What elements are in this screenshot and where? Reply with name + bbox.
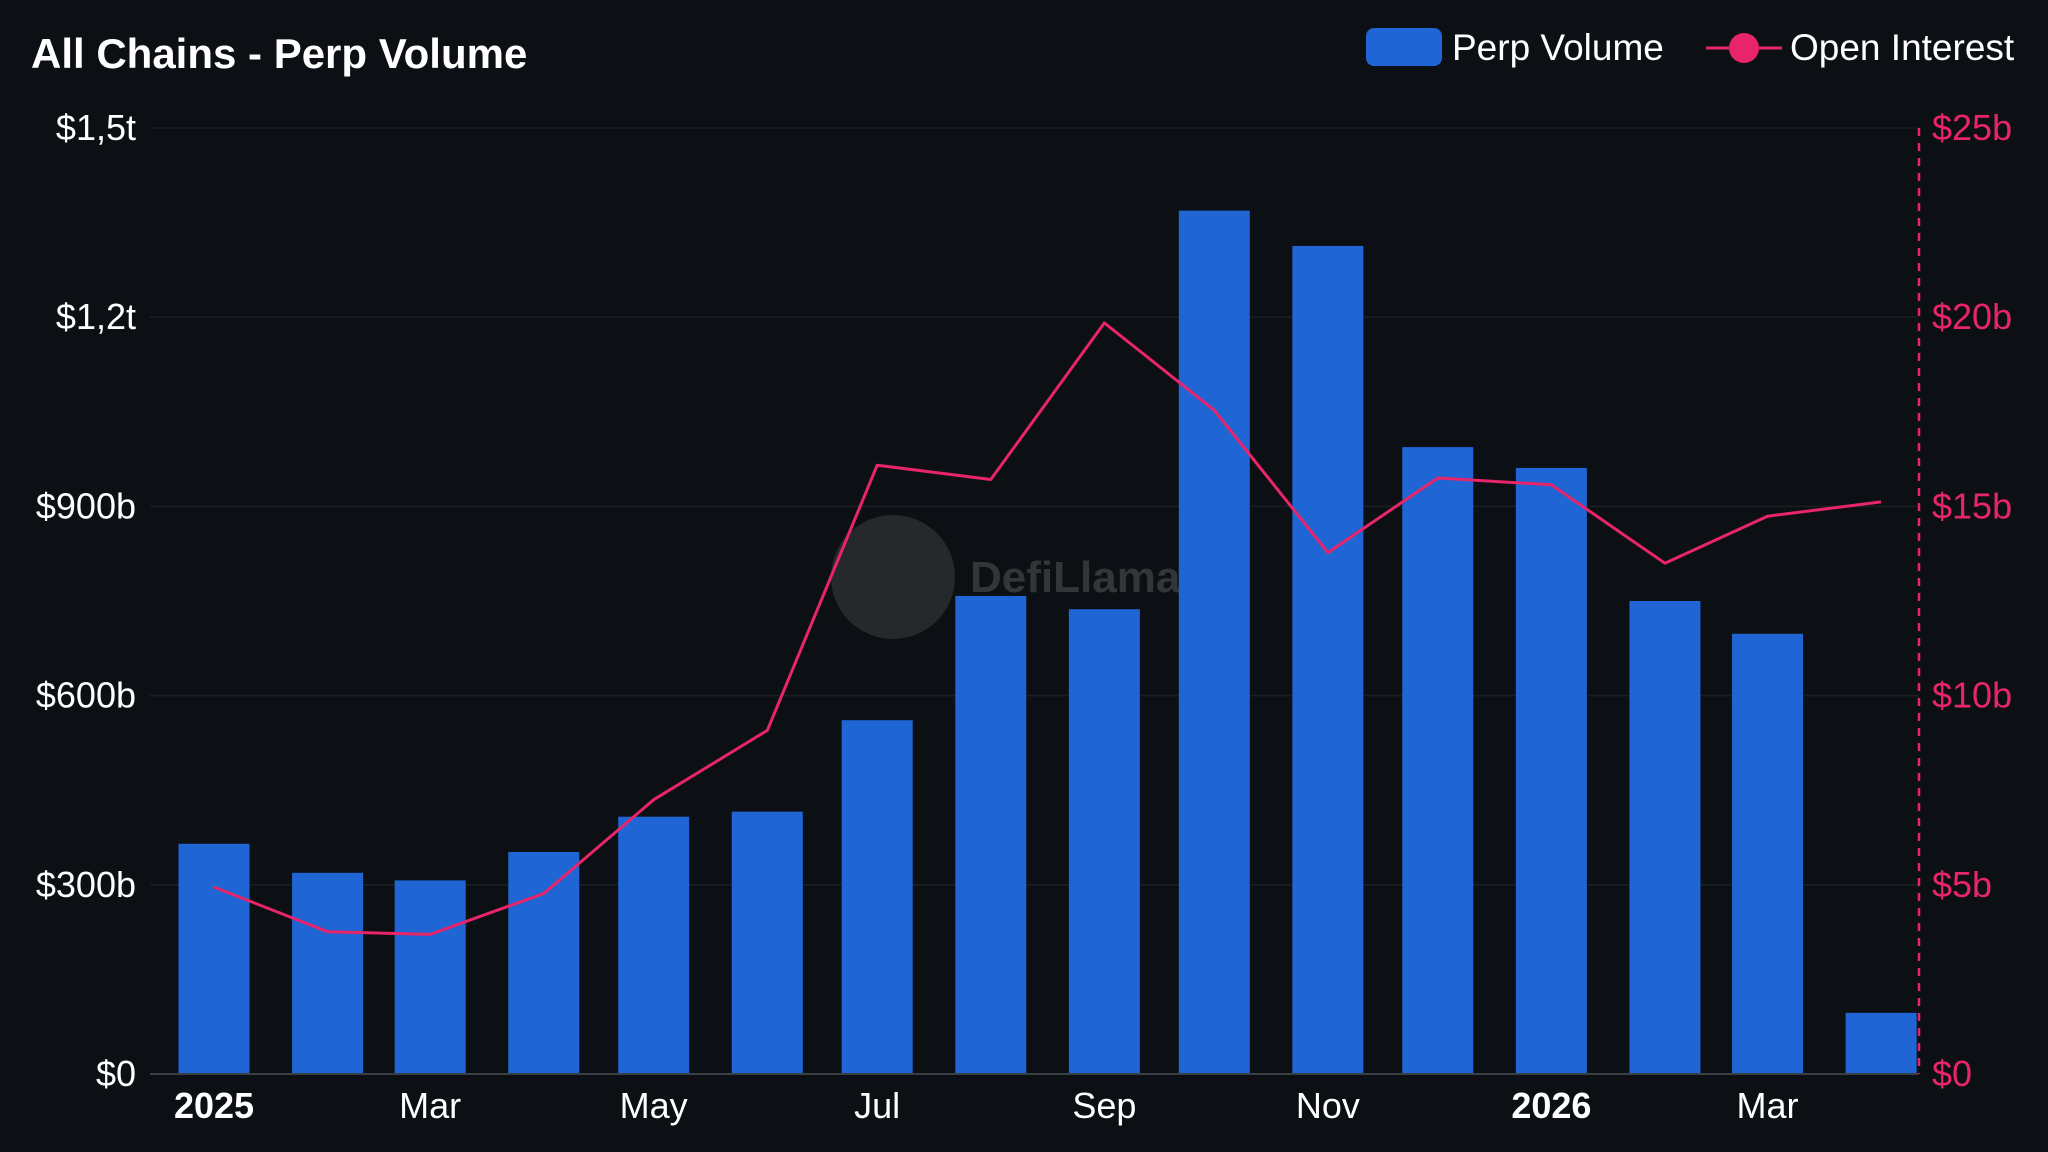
x-tick-label: Mar — [399, 1085, 461, 1126]
bar — [1178, 210, 1250, 1075]
legend-swatch-bar — [1366, 28, 1442, 66]
y-right-tick-label: $20b — [1932, 296, 2012, 337]
x-axis: 2025 Mar May Jul Sep Nov 2026 Mar — [150, 1073, 1918, 1126]
chart-title: All Chains - Perp Volume — [31, 30, 527, 77]
y-axis-left: $0 $300b $600b $900b $1,2t $1,5t — [36, 107, 136, 1094]
watermark-logo-icon — [831, 515, 955, 639]
bar — [1845, 1012, 1917, 1074]
bar — [1515, 467, 1587, 1074]
y-right-tick-label: $25b — [1932, 107, 2012, 148]
x-tick-label: Jul — [854, 1085, 900, 1126]
x-tick-label: Nov — [1296, 1085, 1360, 1126]
bar — [1732, 633, 1804, 1074]
legend-item-perp-volume[interactable]: Perp Volume — [1366, 27, 1664, 68]
bar-series — [178, 210, 1917, 1075]
y-tick-label: $600b — [36, 675, 136, 716]
y-tick-label: $1,5t — [56, 107, 136, 148]
y-tick-label: $900b — [36, 485, 136, 526]
bar — [394, 880, 466, 1074]
bar — [1068, 609, 1140, 1074]
bar — [731, 811, 803, 1074]
bar — [955, 595, 1027, 1074]
x-tick-label: 2025 — [174, 1085, 254, 1126]
bar — [1629, 601, 1701, 1074]
x-tick-label: 2026 — [1511, 1085, 1591, 1126]
bar — [618, 816, 690, 1074]
legend-item-open-interest[interactable]: Open Interest — [1706, 27, 2015, 68]
bar — [508, 852, 580, 1074]
x-tick-label: Sep — [1072, 1085, 1136, 1126]
line-series — [213, 321, 1882, 936]
legend-swatch-dot — [1729, 33, 1759, 63]
defillama-watermark: DefiLlama — [831, 515, 1181, 639]
watermark-text: DefiLlama — [970, 553, 1181, 602]
y-tick-label: $300b — [36, 864, 136, 905]
x-tick-label: Mar — [1737, 1085, 1799, 1126]
y-right-tick-label: $5b — [1932, 864, 1992, 905]
y-right-tick-label: $10b — [1932, 675, 2012, 716]
grid-lines — [150, 127, 1918, 886]
x-tick-label: May — [620, 1085, 688, 1126]
bar — [1402, 447, 1474, 1075]
bar — [1292, 245, 1364, 1074]
legend: Perp Volume Open Interest — [1366, 27, 2015, 68]
y-tick-label: $0 — [96, 1053, 136, 1094]
bar — [292, 872, 364, 1074]
y-right-tick-label: $0 — [1932, 1053, 1972, 1094]
y-tick-label: $1,2t — [56, 296, 136, 337]
y-right-tick-label: $15b — [1932, 485, 2012, 526]
legend-label: Open Interest — [1790, 27, 2015, 68]
y-axis-right: $0 $5b $10b $15b $20b $25b — [1917, 107, 2012, 1094]
bar — [178, 843, 250, 1074]
bar — [841, 720, 913, 1074]
legend-label: Perp Volume — [1452, 27, 1664, 68]
open-interest-line — [213, 321, 1882, 936]
